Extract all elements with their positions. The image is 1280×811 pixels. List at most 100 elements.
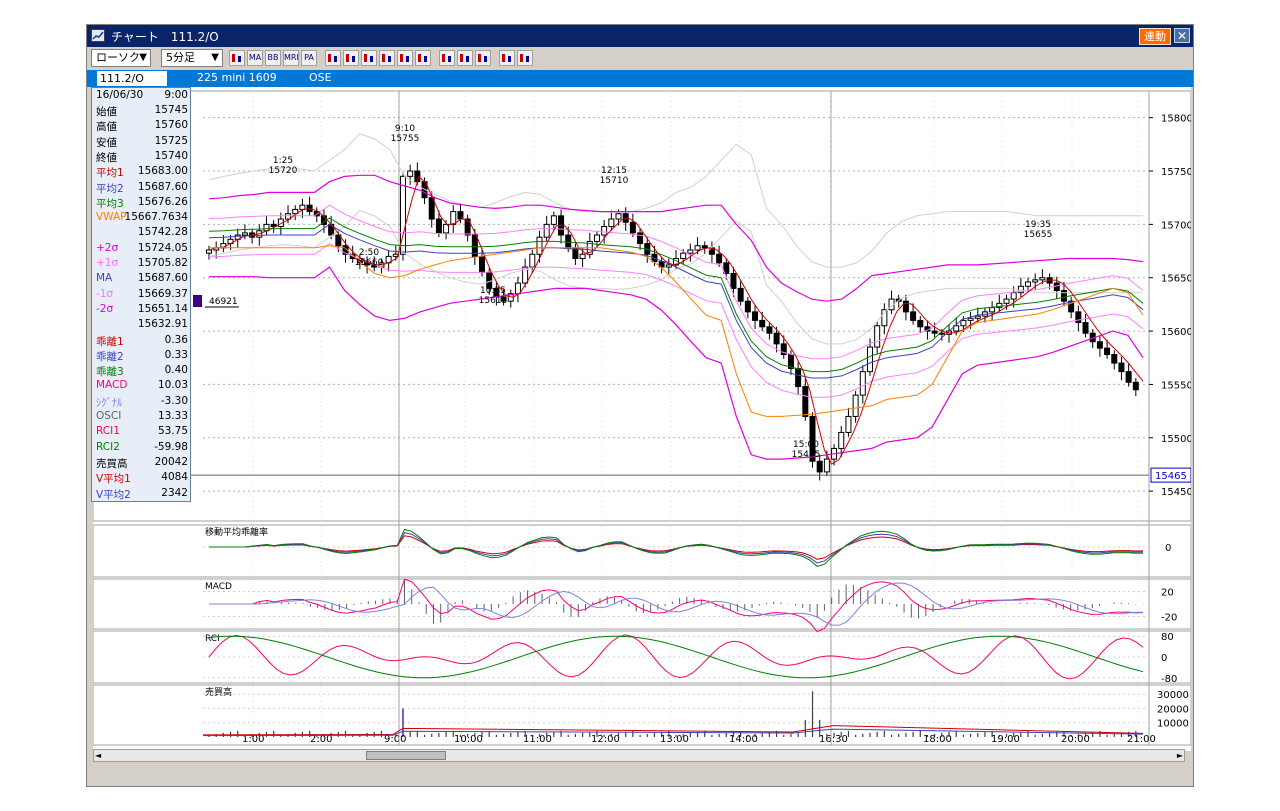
- interval-select[interactable]: 5分足 ▼: [161, 49, 223, 67]
- info-row-datetime: 16/06/30 9:00: [94, 89, 188, 104]
- x-tick-label: 1:00: [242, 734, 264, 745]
- line-chart-icon[interactable]: [325, 50, 341, 66]
- info-date: 16/06/30: [96, 89, 144, 101]
- horizontal-scrollbar[interactable]: ◄ ►: [93, 749, 1185, 762]
- x-tick-label: 14:00: [729, 734, 758, 745]
- candle: [1068, 300, 1075, 313]
- close-button[interactable]: ✕: [1174, 28, 1190, 43]
- chart-type-value: ローソク: [96, 51, 140, 64]
- pointer-icon[interactable]: [457, 50, 473, 66]
- candle: [1104, 347, 1111, 356]
- info-row: V平均1 4084: [94, 471, 188, 486]
- x-tick-label: 18:00: [923, 734, 952, 745]
- annotation-time: 9:10: [395, 124, 415, 134]
- close-line-icon[interactable]: [517, 50, 533, 66]
- candle: [989, 307, 996, 313]
- rci-tick-label: 0: [1161, 653, 1167, 664]
- info-row: 乖離2 0.33: [94, 349, 188, 364]
- pa-icon[interactable]: PA: [301, 50, 317, 66]
- info-row: +1σ 15705.82: [94, 257, 188, 272]
- rci2-line: [208, 635, 1144, 679]
- ma-blue: [208, 223, 1144, 379]
- info-value: 15725: [154, 134, 188, 147]
- band-plus2: [208, 174, 1144, 302]
- volume-marker-label: 46921: [209, 297, 238, 307]
- band-plus3: [208, 133, 1143, 268]
- annotation-time: 15:00: [793, 440, 819, 450]
- renko-icon[interactable]: [361, 50, 377, 66]
- panel-frame: [93, 630, 1191, 684]
- price-tick-label: 15700: [1161, 220, 1191, 231]
- current-price-label: 15465: [1155, 471, 1187, 482]
- band-minus2: [209, 266, 1144, 460]
- ma-icon[interactable]: MA: [247, 50, 263, 66]
- candle: [299, 204, 306, 210]
- info-value: 15705.82: [137, 257, 188, 269]
- scroll-right-icon[interactable]: ►: [1176, 751, 1183, 760]
- candle: [522, 266, 529, 284]
- zoom-icon[interactable]: [379, 50, 395, 66]
- band-minus3: [208, 209, 1143, 345]
- candle: [1118, 362, 1125, 373]
- info-row: RCI1 53.75: [94, 425, 188, 440]
- draw-line-icon[interactable]: [439, 50, 455, 66]
- candle: [342, 245, 349, 255]
- candle: [1060, 290, 1067, 302]
- candle: [1075, 311, 1082, 324]
- info-value: 0.40: [164, 364, 188, 377]
- info-value: 2342: [161, 486, 188, 499]
- info-row: 乖離1 0.36: [94, 334, 188, 349]
- candle: [881, 309, 888, 327]
- stock-value-icon[interactable]: [397, 50, 413, 66]
- link-toggle-button[interactable]: 連動: [1139, 28, 1171, 45]
- candle: [960, 319, 967, 327]
- erase-icon[interactable]: [475, 50, 491, 66]
- info-value: 15632.91: [137, 318, 188, 331]
- scroll-left-icon[interactable]: ◄: [95, 751, 102, 760]
- point-figure-icon[interactable]: [343, 50, 359, 66]
- candle: [593, 234, 600, 242]
- mre-icon[interactable]: MRE: [283, 50, 299, 66]
- candle: [435, 218, 442, 234]
- scroll-thumb[interactable]: [366, 751, 446, 760]
- info-label: RCI1: [96, 425, 120, 438]
- info-label: 終値: [96, 151, 117, 164]
- candle: [823, 458, 830, 473]
- chart-canvas[interactable]: 15450 15500 15550 15600 15650 15700 15750 15800…: [93, 87, 1191, 751]
- candle: [1132, 381, 1139, 391]
- candle: [996, 302, 1003, 309]
- volume-tick-label: 10000: [1157, 719, 1189, 730]
- info-value: 4084: [161, 471, 188, 484]
- panel-title: 移動平均乖離率: [205, 526, 268, 538]
- title-bar[interactable]: チャート 111.2/O 連動 ✕: [87, 25, 1193, 47]
- chart-area[interactable]: 15450 15500 15550 15600 15650 15700 15750 15800…: [93, 87, 1191, 751]
- annotation-time: 1:25: [273, 156, 293, 166]
- info-row: MA 15687.60: [94, 272, 188, 287]
- annotation-price: 15465: [792, 450, 821, 460]
- candle: [687, 249, 694, 254]
- panel-title: 売買高: [205, 686, 232, 698]
- candle: [622, 213, 629, 223]
- candle: [1082, 322, 1089, 334]
- info-label: 乖離2: [96, 350, 124, 363]
- info-time: 9:00: [164, 89, 188, 101]
- interval-value: 5分足: [166, 51, 195, 64]
- info-label: 乖離3: [96, 366, 124, 379]
- candle: [399, 175, 406, 255]
- bb-icon[interactable]: BB: [265, 50, 281, 66]
- symbol-input[interactable]: 111.2/O: [97, 71, 167, 86]
- chart-settings-icon[interactable]: [229, 50, 245, 66]
- chart-type-select[interactable]: ローソク ▼: [91, 49, 151, 67]
- info-row: 高値 15760: [94, 119, 188, 134]
- x-tick-label: 20:00: [1061, 734, 1090, 745]
- candle: [866, 346, 873, 373]
- candle: [565, 234, 572, 249]
- candle: [737, 287, 744, 302]
- candle: [529, 253, 536, 268]
- candle: [665, 264, 672, 268]
- search-icon[interactable]: [499, 50, 515, 66]
- info-label: V平均2: [96, 488, 131, 501]
- info-value: 15742.28: [137, 226, 188, 239]
- indicator-icon[interactable]: [415, 50, 431, 66]
- panel-title: RCI: [205, 634, 220, 644]
